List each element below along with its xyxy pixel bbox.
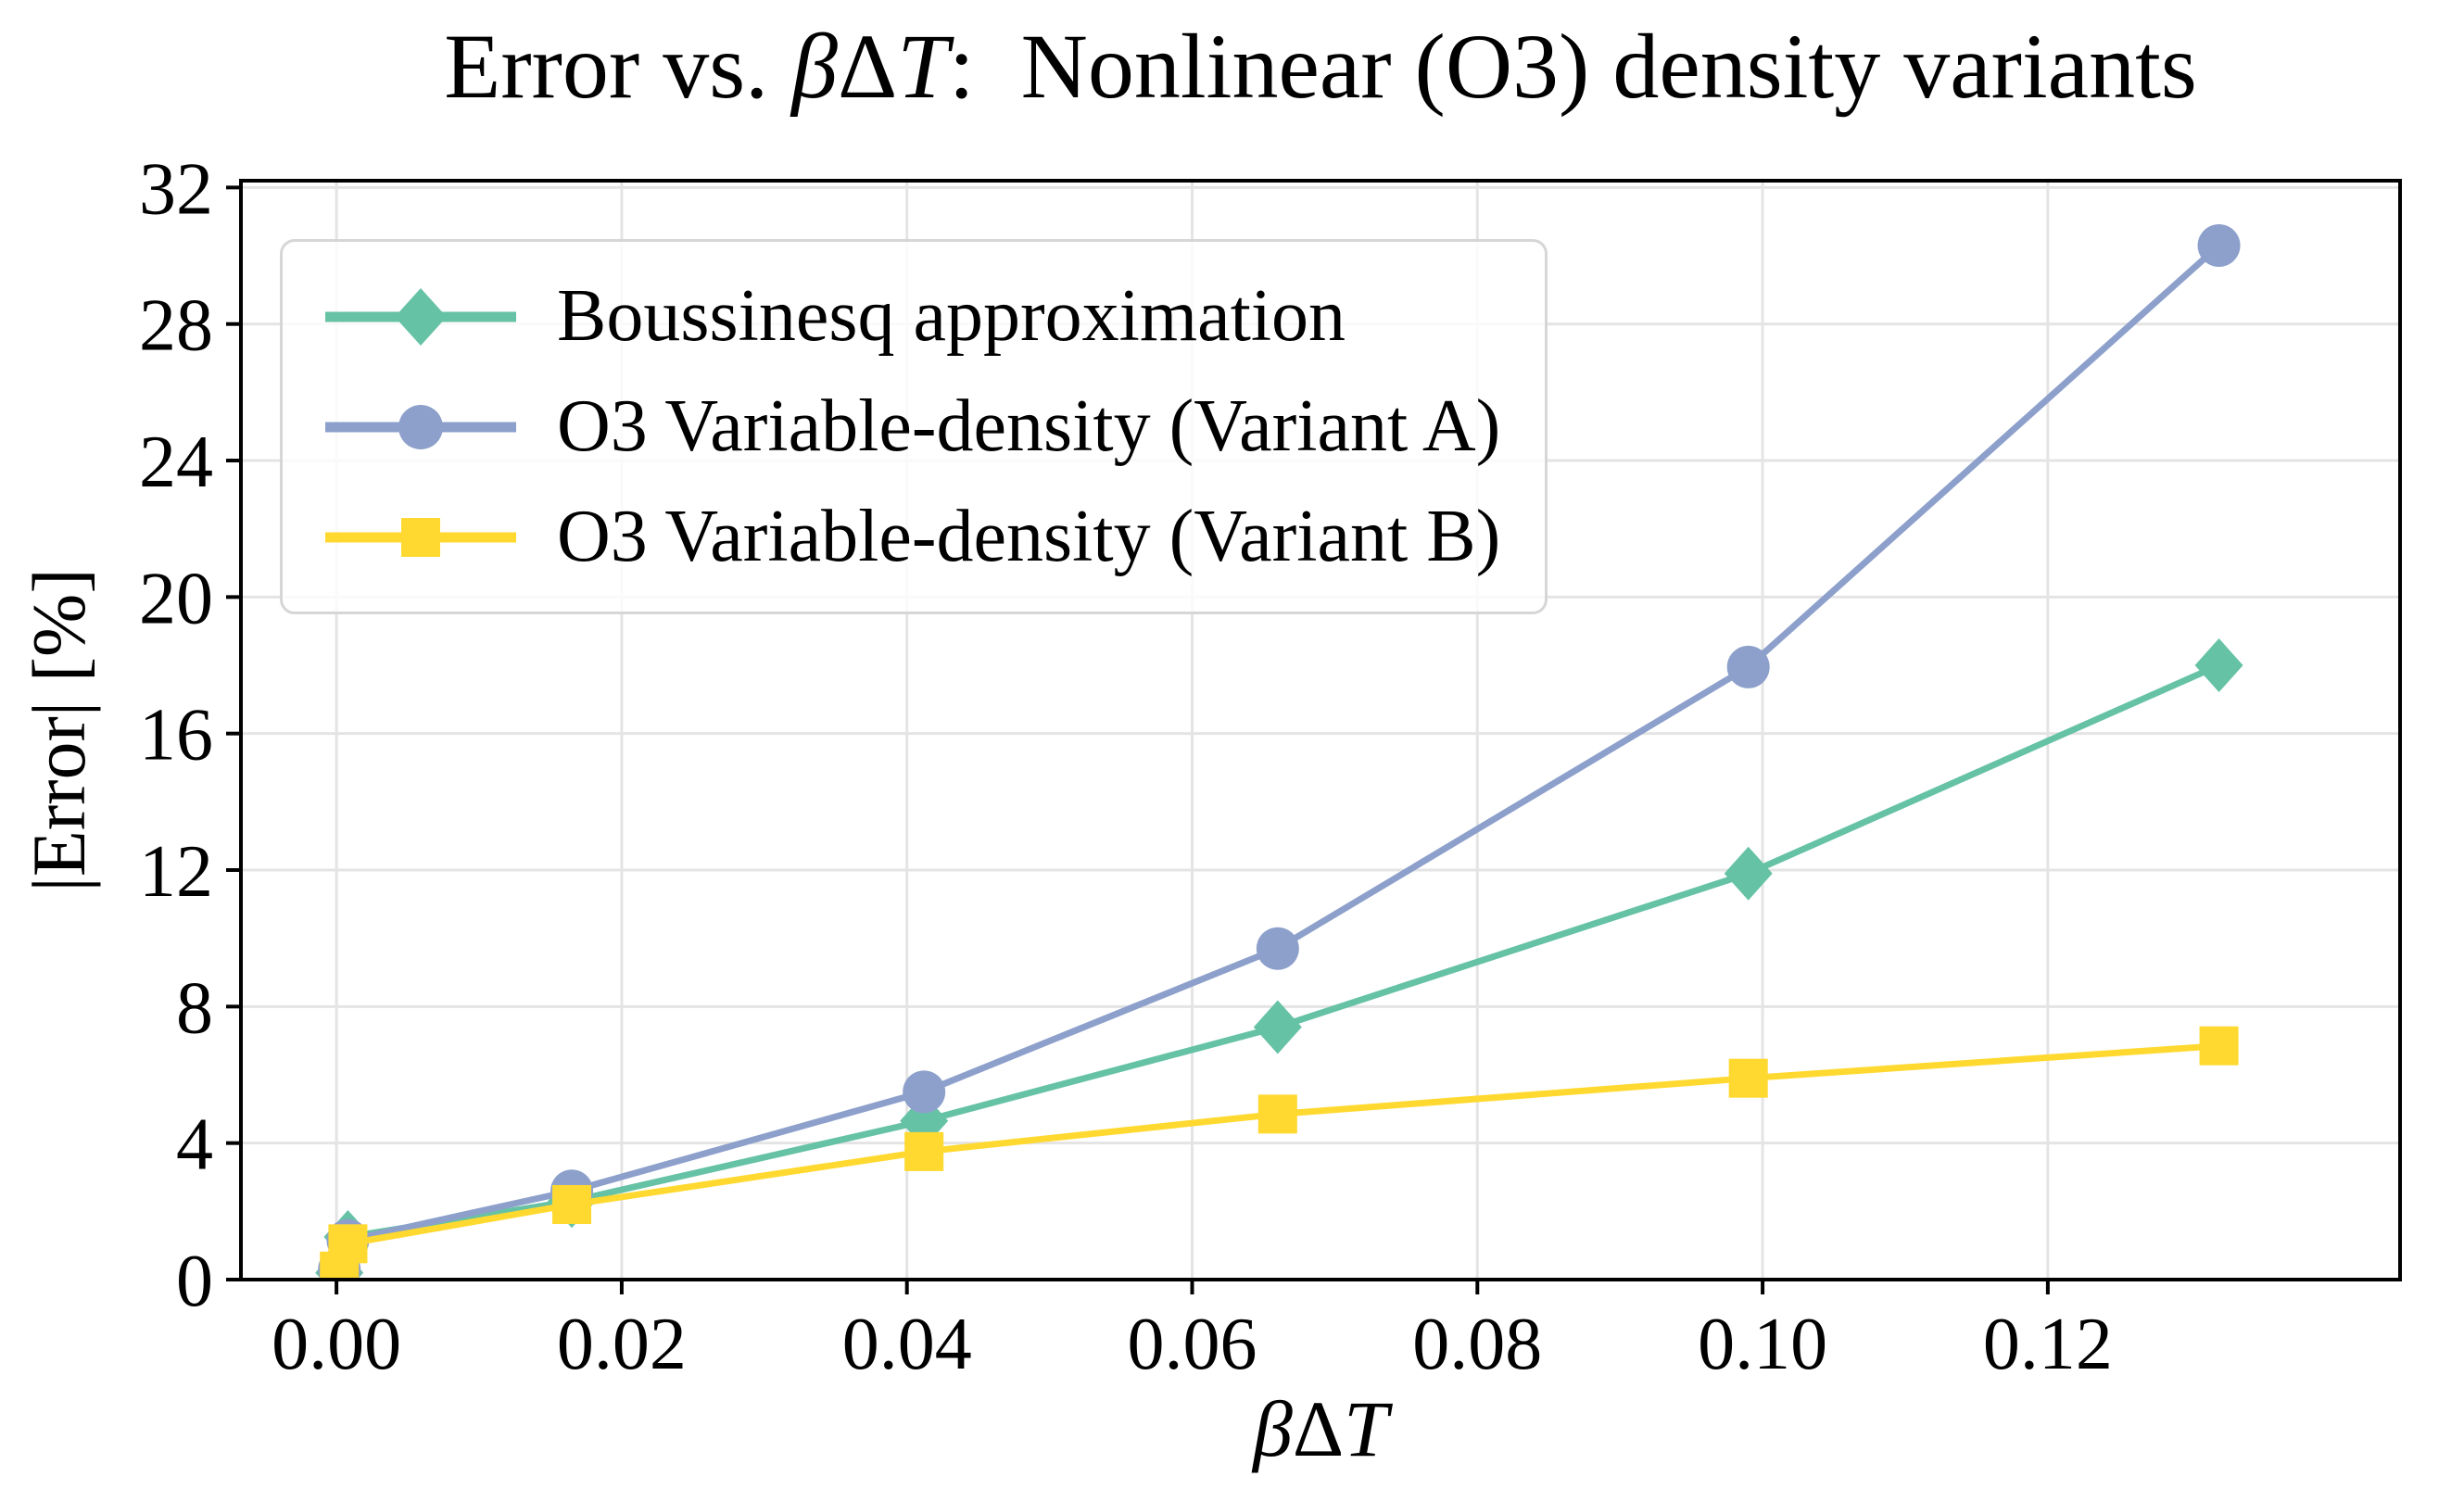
- axes-frame: [239, 179, 2402, 1281]
- data-point-circle: [2197, 223, 2241, 267]
- legend-label: Boussinesq approximation: [557, 275, 1346, 357]
- legend-item: O3 Variable-density (Variant A): [314, 374, 1500, 479]
- legend-key-circle: [325, 404, 516, 449]
- title-text: Error vs.: [444, 15, 792, 118]
- title-suffix: : Nonlinear (O3) density variants: [948, 15, 2197, 118]
- x-tick-label: 0.08: [1412, 1304, 1542, 1385]
- xlabel-beta: β: [1253, 1384, 1293, 1473]
- x-tick-label: 0.04: [842, 1304, 972, 1385]
- y-tick-label: 24: [139, 422, 213, 503]
- y-tick-label: 28: [139, 285, 213, 367]
- legend-key-diamond: [325, 287, 516, 346]
- x-axis-label: βΔT: [241, 1382, 2400, 1475]
- y-tick-label: 8: [176, 967, 213, 1049]
- data-point-circle: [903, 1070, 946, 1114]
- xlabel-delta: Δ: [1292, 1384, 1345, 1473]
- data-point-square: [1728, 1058, 1768, 1098]
- x-tick-label: 0.10: [1698, 1304, 1827, 1385]
- data-point-diamond: [2194, 638, 2243, 693]
- legend: Boussinesq approximation O3 Variable-den…: [280, 239, 1548, 614]
- legend-label: O3 Variable-density (Variant B): [557, 496, 1501, 577]
- legend-label: O3 Variable-density (Variant A): [557, 385, 1501, 467]
- title-math-beta: β: [791, 15, 838, 118]
- title-math-delta: Δ: [837, 15, 898, 118]
- y-tick-label: 32: [139, 148, 213, 230]
- data-point-diamond: [1724, 846, 1773, 901]
- series-group: [315, 223, 2243, 1280]
- legend-key-square: [325, 517, 516, 557]
- data-point-circle: [1256, 927, 1299, 970]
- diamond-marker-icon: [395, 287, 447, 346]
- data-point-square: [2199, 1026, 2239, 1066]
- x-tick-label: 0.02: [557, 1304, 687, 1385]
- legend-item: Boussinesq approximation: [314, 264, 1500, 369]
- data-point-square: [552, 1184, 592, 1224]
- y-axis-label: |Error| [%]: [17, 568, 101, 892]
- xlabel-T: T: [1344, 1384, 1388, 1473]
- x-tick-label: 0.12: [1983, 1304, 2113, 1385]
- x-tick-label: 0.06: [1127, 1304, 1257, 1385]
- legend-item: O3 Variable-density (Variant B): [314, 485, 1500, 589]
- data-point-diamond: [1253, 1000, 1302, 1054]
- circle-marker-icon: [398, 404, 443, 449]
- data-point-square: [904, 1131, 944, 1171]
- y-tick-label: 20: [139, 558, 213, 639]
- y-tick-label: 16: [139, 695, 213, 776]
- data-point-square: [328, 1224, 368, 1264]
- y-tick-label: 4: [176, 1104, 213, 1186]
- square-marker-icon: [401, 517, 440, 557]
- data-point-square: [1257, 1094, 1297, 1134]
- y-tick-label: 0: [176, 1241, 213, 1322]
- title-math-T: T: [897, 15, 949, 118]
- x-tick-label: 0.00: [272, 1304, 401, 1385]
- data-point-circle: [1726, 645, 1770, 688]
- y-tick-label: 12: [139, 831, 213, 913]
- chart-title: Error vs. βΔT: Nonlinear (O3) density va…: [241, 13, 2400, 120]
